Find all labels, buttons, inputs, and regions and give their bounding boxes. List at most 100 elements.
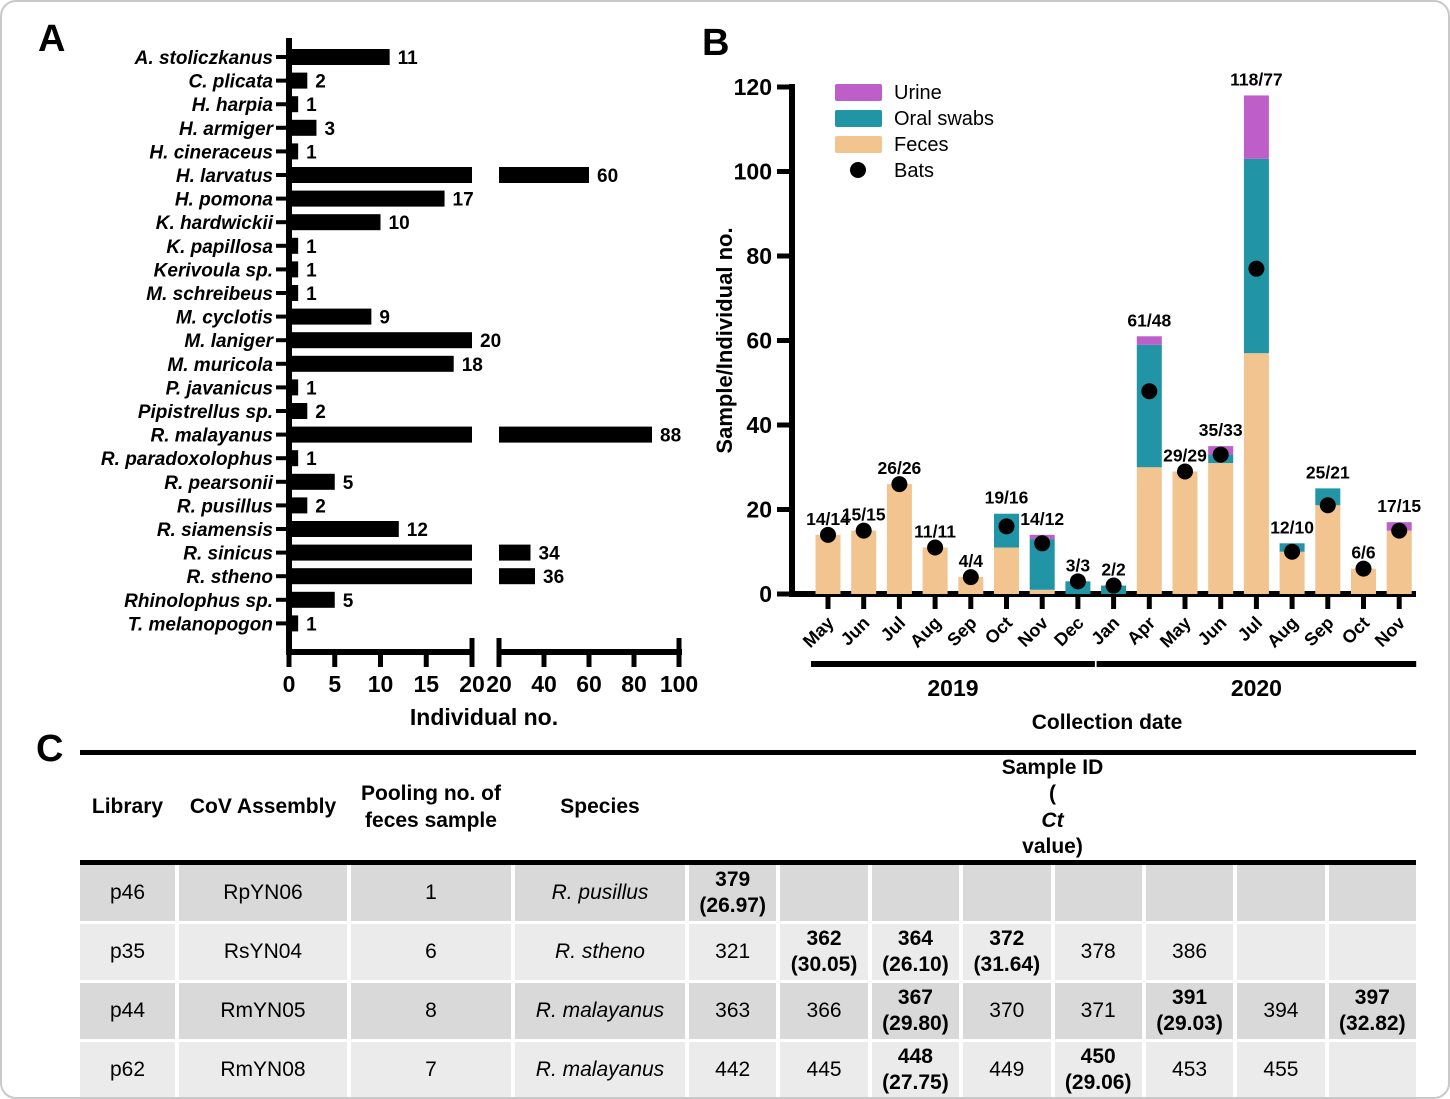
bats-dot xyxy=(1391,522,1408,539)
bar-segment-urine xyxy=(1243,95,1269,159)
bats-dot xyxy=(1248,260,1265,277)
x-tick-label: 100 xyxy=(660,671,698,697)
x-tick-label: 40 xyxy=(531,671,557,697)
table-cell: 448 (27.75) xyxy=(871,1042,960,1097)
bar xyxy=(289,49,390,65)
species-label: M. cyclotis xyxy=(176,308,273,329)
month-label: Oct xyxy=(981,613,1016,648)
bar xyxy=(289,379,299,396)
species-label: R. paradoxolophus xyxy=(101,449,273,470)
month-label: Nov xyxy=(1014,613,1052,651)
y-tick-label: 120 xyxy=(734,74,772,100)
legend-label: Feces xyxy=(894,134,948,156)
bar xyxy=(289,167,472,183)
table-cell: 386 xyxy=(1145,924,1234,980)
table-cell: R. stheno xyxy=(515,924,685,980)
legend-swatch-urine xyxy=(835,84,882,101)
bar-value-label: 1 xyxy=(306,614,317,635)
legend-swatch-oral-swabs xyxy=(835,110,882,127)
y-tick-label: 20 xyxy=(746,497,772,523)
bats-dot xyxy=(962,569,979,586)
month-label: Jul xyxy=(1234,613,1267,646)
table-cell xyxy=(1237,865,1325,921)
table-cell: 394 xyxy=(1237,983,1325,1039)
bar xyxy=(289,261,299,278)
bats-dot xyxy=(927,539,944,556)
panel-a-label: A xyxy=(38,18,66,60)
x-tick-label: 15 xyxy=(413,671,439,697)
species-label: R. siamensis xyxy=(157,520,273,541)
table-body: p46 RpYN06 1 R. pusillus 379 (26.97) p35 RsYN04… xyxy=(80,865,1416,1097)
month-label: Oct xyxy=(1338,613,1373,648)
bar xyxy=(289,237,299,254)
bar-value-label: 3 xyxy=(324,119,335,140)
bar-value-label: 9 xyxy=(379,308,390,329)
bar-value-label: 1 xyxy=(306,449,317,470)
x-tick-label: 10 xyxy=(368,671,394,697)
bats-dot xyxy=(1069,573,1086,590)
year-label: 2019 xyxy=(927,675,978,701)
bar-segment-feces xyxy=(1172,471,1198,594)
bar-total-label: 6/6 xyxy=(1351,543,1376,563)
species-label: P. javanicus xyxy=(166,378,273,399)
bar-total-label: 3/3 xyxy=(1066,555,1091,575)
bats-dot xyxy=(1319,497,1336,514)
species-label: R. stheno xyxy=(186,567,273,588)
bar-right-segment xyxy=(499,544,531,561)
bats-dot xyxy=(1284,543,1301,560)
species-label: H. larvatus xyxy=(176,166,273,187)
table-cell xyxy=(1145,865,1234,921)
bar xyxy=(289,308,372,325)
samples-stacked-chart: 0 20 40 60 80 100 120 Sample/Individual no. 14/1… xyxy=(712,69,1421,734)
month-label: Jan xyxy=(1087,613,1123,649)
table-cell: p46 xyxy=(80,865,175,921)
month-label: Jun xyxy=(837,613,874,650)
bar-value-label: 10 xyxy=(389,213,410,234)
species-label: Kerivoula sp. xyxy=(154,260,273,281)
bar-total-label: 11/11 xyxy=(914,522,956,542)
bar xyxy=(289,355,454,372)
bats-dot xyxy=(1105,577,1122,594)
bar-total-label: 118/77 xyxy=(1230,69,1283,89)
month-label: Jun xyxy=(1194,613,1231,650)
species-label: H. pomona xyxy=(175,190,274,211)
bar xyxy=(289,214,381,231)
bar-value-label: 12 xyxy=(407,520,428,541)
bar xyxy=(289,544,472,561)
table-cell xyxy=(1328,1042,1416,1097)
bar-value-label: 60 xyxy=(597,166,618,187)
bats-dot xyxy=(1141,383,1158,400)
bar xyxy=(289,332,472,349)
table-cell: 391 (29.03) xyxy=(1145,983,1234,1039)
species-label: M. laniger xyxy=(184,331,274,352)
species-label: R. pusillus xyxy=(177,496,273,517)
bar-total-label: 19/16 xyxy=(985,488,1029,508)
x-tick-label: 0 xyxy=(283,671,296,697)
panel-c-label: C xyxy=(36,728,64,770)
table-cell: 364 (26.10) xyxy=(871,924,960,980)
table-cell xyxy=(1237,924,1325,980)
species-label: R. malayanus xyxy=(151,426,274,447)
bar-total-label: 26/26 xyxy=(878,458,922,478)
legend-swatch-feces xyxy=(835,136,882,153)
bats-dot xyxy=(855,522,872,539)
y-tick-label: 60 xyxy=(746,328,772,354)
bar-segment-oral-swabs xyxy=(1243,158,1269,354)
month-label: Nov xyxy=(1371,613,1409,651)
bar-segment-feces xyxy=(1386,530,1412,594)
bar xyxy=(289,497,308,514)
y-tick-label: 80 xyxy=(746,243,772,269)
bats-dot xyxy=(1212,446,1229,463)
species-label: M. muricola xyxy=(167,355,273,376)
bar xyxy=(289,568,472,585)
bats-dot xyxy=(1034,535,1051,552)
bar-value-label: 36 xyxy=(543,567,564,588)
bar-value-label: 1 xyxy=(306,237,317,258)
species-label: R. pearsonii xyxy=(164,473,273,494)
table-cell xyxy=(1328,865,1416,921)
panel-b-label: B xyxy=(702,22,730,64)
table-cell: 371 xyxy=(1054,983,1142,1039)
table-cell xyxy=(963,865,1051,921)
x-tick-label: 60 xyxy=(576,671,602,697)
